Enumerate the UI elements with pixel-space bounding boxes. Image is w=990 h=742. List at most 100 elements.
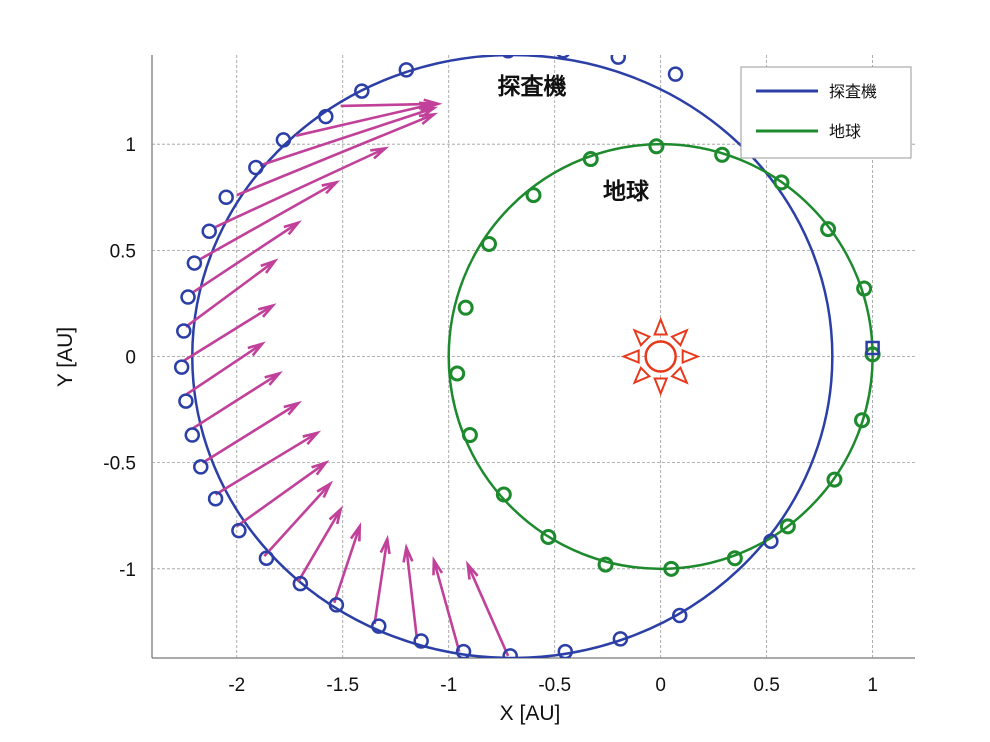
thrust-arrow-shaft [236, 113, 435, 197]
sun-ray [681, 349, 701, 364]
probe-marker [218, 189, 234, 206]
thrust-arrow-head [321, 180, 341, 195]
earth-marker [663, 560, 680, 577]
thrust-arrow [373, 534, 391, 625]
probe-marker [556, 55, 570, 59]
thrust-arrow-head [316, 480, 333, 499]
thrust-arrow-head [379, 534, 391, 555]
thrust-arrow [183, 303, 277, 362]
thrust-arrow [236, 460, 330, 528]
earth-marker [495, 486, 512, 503]
probe-marker [248, 159, 264, 176]
thrust-arrow-head [466, 560, 479, 580]
probe-marker [176, 323, 192, 339]
probe-marker [184, 427, 201, 443]
probe-marker [318, 108, 334, 125]
thrust-arrow-head [328, 505, 343, 525]
thrust-arrow-shaft [191, 372, 280, 430]
probe-marker [178, 393, 194, 409]
thrust-arrow [214, 430, 322, 496]
earth-marker [854, 412, 871, 429]
thrust-arrow-shaft [259, 106, 435, 167]
legend-probe-label: 探査機 [829, 82, 877, 101]
thrust-arrow-shaft [236, 461, 327, 528]
probe-marker [186, 255, 203, 271]
probe-marker [275, 132, 292, 148]
thrust-arrow [191, 371, 283, 430]
thrust-arrow-shaft [263, 483, 331, 557]
earth-marker [779, 518, 796, 535]
probe-marker [292, 575, 309, 592]
earth-marker [856, 280, 873, 297]
thrust-arrow-shaft [466, 564, 510, 657]
sun-icon [620, 316, 701, 397]
earth-annotation: 地球 [603, 179, 650, 205]
x-tick-label: 0 [655, 675, 666, 696]
thrust-arrow [185, 258, 279, 328]
thrust-arrow-head [264, 371, 283, 386]
legend-earth-label: 地球 [829, 122, 861, 141]
probe-marker [763, 533, 779, 549]
thrust-arrow [297, 505, 343, 583]
thrust-arrow [185, 341, 266, 396]
data-layer [173, 55, 881, 658]
thrust-arrow-shaft [214, 431, 318, 496]
legend: 探査機 地球 [740, 66, 912, 159]
thrust-arrow [191, 220, 302, 294]
probe-marker [231, 522, 247, 539]
x-tick-labels: -2 -1.5 -1 -0.5 0 0.5 1 [228, 675, 878, 696]
earth-marker [597, 556, 614, 573]
y-tick-labels: 1 0.5 0 -0.5 -1 [103, 135, 136, 581]
earth-marker [540, 528, 557, 545]
thrust-arrow [215, 146, 390, 229]
thrust-arrow [402, 543, 419, 640]
thrust-arrow-head [432, 556, 444, 576]
earth-marker [648, 138, 665, 155]
x-tick-label: 1 [867, 675, 878, 696]
thrust-arrow-head [311, 460, 330, 476]
sun-ray [632, 366, 652, 385]
probe-marker [258, 550, 275, 566]
thrust-arrow-shaft [432, 559, 461, 652]
x-tick-label: -1.5 [326, 675, 359, 696]
earth-marker [726, 550, 743, 567]
thrust-arrow-shaft [185, 342, 263, 396]
probe-marker [180, 289, 196, 305]
earth-marker [525, 187, 542, 204]
thrust-arrow-head [370, 146, 390, 160]
y-tick-label: 0.5 [110, 241, 136, 262]
earth-marker [826, 471, 843, 488]
thrust-arrow-head [260, 258, 279, 274]
thrust-arrow-shaft [185, 259, 276, 328]
probe-marker [610, 55, 627, 65]
probe-marker [192, 459, 209, 475]
probe-marker [502, 648, 518, 658]
probe-marker [201, 223, 217, 239]
thrust-arrow [263, 480, 333, 557]
probe-annotation: 探査機 [498, 74, 567, 100]
probe-marker [207, 491, 224, 507]
sun-ray [632, 328, 652, 347]
x-axis-label: X [AU] [500, 702, 561, 725]
thrust-arrow-shaft [191, 221, 299, 294]
y-tick-label: -0.5 [103, 454, 136, 475]
thrust-arrow-head [283, 400, 302, 416]
thrust-arrow [432, 556, 461, 652]
probe-marker [398, 62, 415, 78]
probe-marker [667, 66, 684, 82]
thrust-arrow-shaft [215, 147, 386, 229]
thrust-arrow [466, 560, 510, 657]
y-tick-label: 0 [125, 348, 136, 369]
thrust-arrow-shaft [297, 508, 342, 583]
thrust-arrow-shaft [333, 525, 361, 604]
earth-marker [457, 299, 474, 316]
thrust-arrow [200, 180, 341, 260]
probe-marker [371, 618, 387, 634]
earth-marker [820, 221, 837, 238]
sun-disk [644, 340, 677, 373]
thrust-arrow-head [402, 543, 414, 563]
earth-marker [449, 365, 466, 382]
thrust-arrow [333, 522, 362, 604]
thrust-arrow-head [247, 341, 266, 357]
x-tick-label: -1 [440, 675, 457, 696]
